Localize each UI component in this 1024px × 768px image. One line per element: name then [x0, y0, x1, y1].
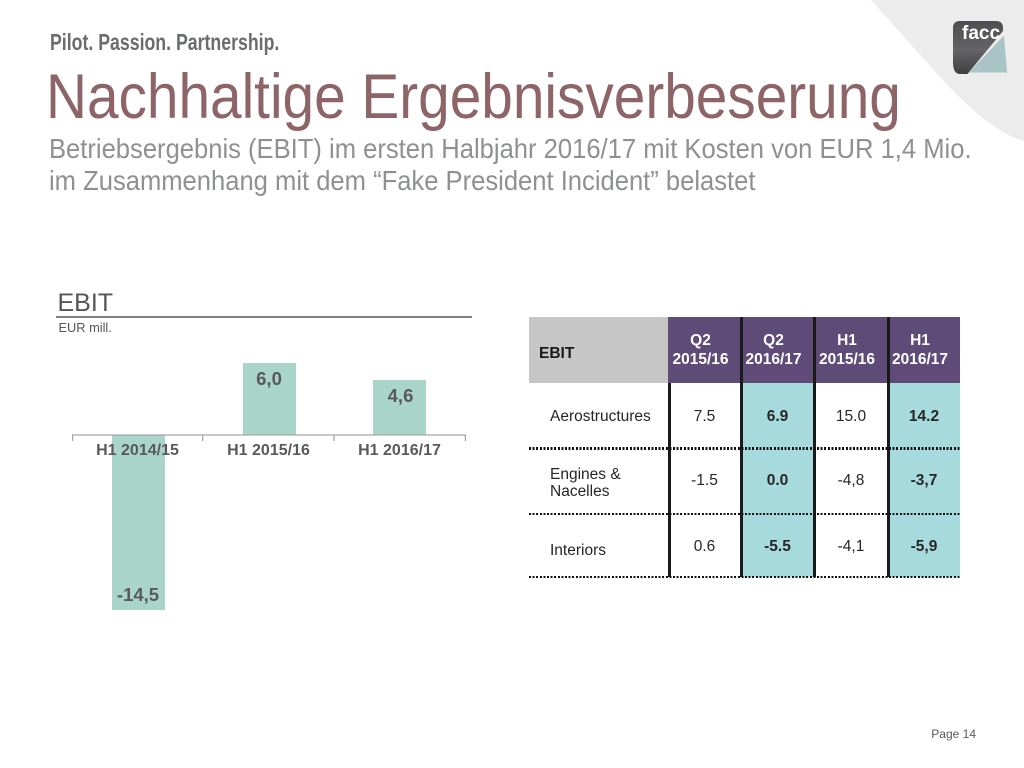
svg-text:facc: facc — [962, 23, 1000, 44]
